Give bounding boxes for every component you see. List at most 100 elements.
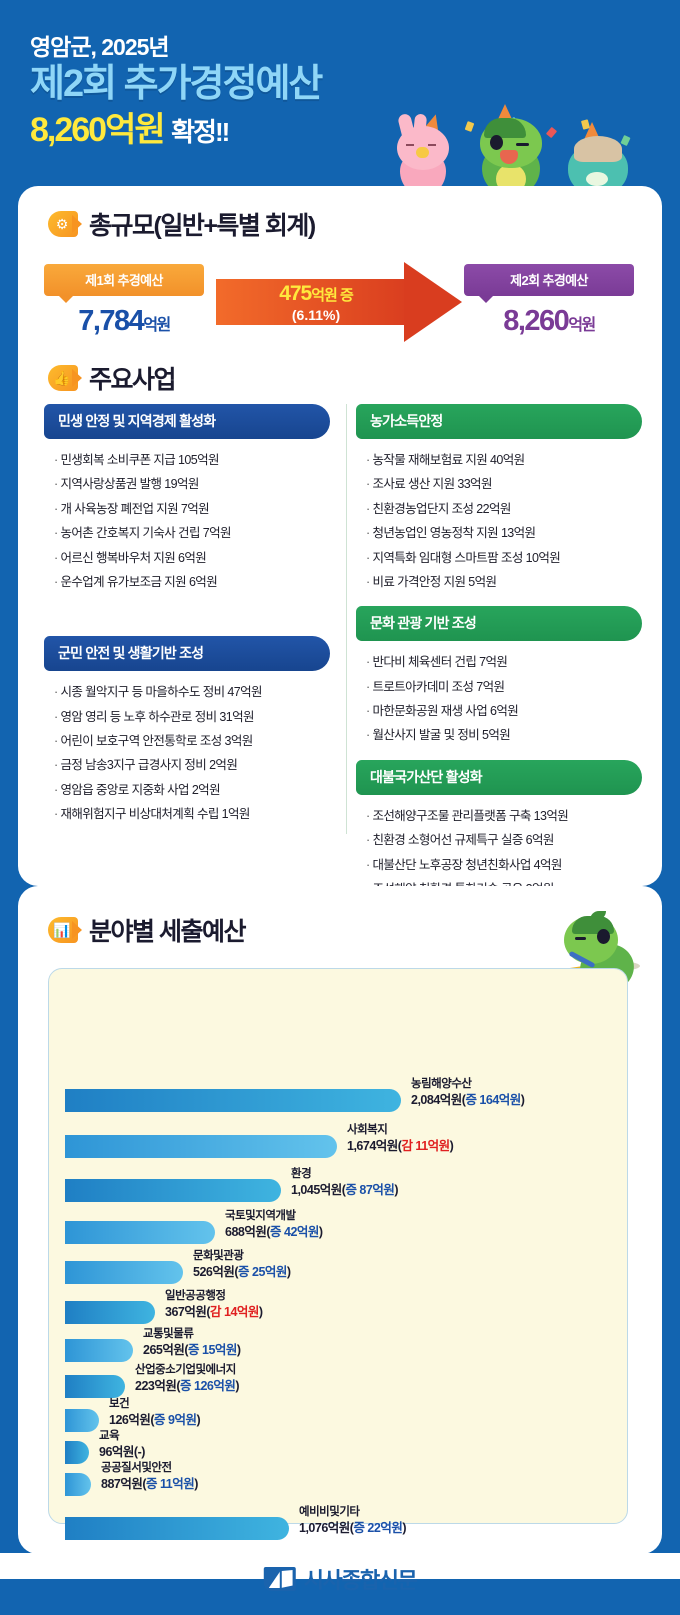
- chart-bar-change: 감 11억원: [401, 1138, 450, 1153]
- project-item: 지역특화 임대형 스마트팜 조성 10억원: [366, 546, 636, 570]
- project-item: 영암 영리 등 노후 하수관로 정비 31억원: [54, 705, 324, 729]
- chart-bar-category: 공공질서및안전: [101, 1462, 172, 1474]
- expenditure-title: 분야별 세출예산: [89, 918, 246, 946]
- project-item: 어르신 행복바우처 지원 6억원: [54, 546, 324, 570]
- chart-bar-label: 예비비및기타 1,076억원(증 22억원): [299, 1505, 407, 1537]
- chart-bar-value: 126억원(증 9억원): [109, 1412, 201, 1427]
- publisher-name: 시사종합신문: [303, 1568, 418, 1593]
- chart-bar-category: 일반공공행정: [165, 1290, 226, 1302]
- book-icon: [263, 1565, 298, 1593]
- hero-amount-line: 8,260억원 확정!!: [30, 110, 321, 151]
- bar-list: 농림해양수산 2,084억원(증 164억원) 사회복지 1,674억원(감 11억원…: [49, 969, 629, 1540]
- column-divider: [346, 404, 347, 834]
- increase-text: 475억원 증 (6.11%): [226, 282, 406, 323]
- expenditure-heading: 📊 분야별 세출예산: [48, 912, 246, 948]
- chart-bar-category: 환경: [291, 1168, 312, 1180]
- gear-icon: ⚙: [48, 209, 82, 239]
- project-item: 민생회복 소비쿠폰 지급 105억원: [54, 448, 324, 472]
- chart-bar-value: 367억원(감 14억원): [165, 1304, 263, 1319]
- arrow-body: [216, 279, 412, 325]
- thumbs-up-icon: 👍: [48, 363, 82, 393]
- projects-heading: 👍 주요사업: [48, 360, 177, 396]
- mascot-turtle: [474, 104, 550, 196]
- increase-percent: (6.11%): [291, 307, 341, 323]
- chart-bar-change: 증 42억원: [270, 1224, 319, 1239]
- after-budget-label: 제2회 추경예산: [464, 264, 634, 303]
- project-item: 영암읍 중앙로 지중화 사업 2억원: [54, 778, 324, 802]
- chart-bar-change: 증 15억원: [188, 1342, 237, 1357]
- project-item: 조사료 생산 지원 33억원: [366, 472, 636, 496]
- chart-bar-category: 사회복지: [347, 1124, 388, 1136]
- project-item: 청년농업인 영농정착 지원 13억원: [366, 521, 636, 545]
- chart-bar-category: 산업중소기업및에너지: [135, 1364, 236, 1376]
- hero-title-block: 영암군, 2025년 제2회 추가경정예산 8,260억원 확정!!: [30, 34, 323, 151]
- chart-bar-label: 교통및물류 265억원(증 15억원): [143, 1327, 241, 1359]
- chart-bar-label: 사회복지 1,674억원(감 11억원): [347, 1123, 454, 1155]
- project-item: 금정 남송3지구 급경사지 정비 2억원: [54, 753, 324, 777]
- project-group: 군민 안전 및 생활기반 조성시종 월악지구 등 마을하수도 정비 47억원영암…: [44, 636, 330, 832]
- chart-bar: [65, 1339, 133, 1362]
- chart-bar-category: 교통및물류: [143, 1328, 194, 1340]
- chart-bar: [65, 1135, 337, 1158]
- mascot-bunny: [394, 111, 452, 196]
- chart-bar-change: 증 11억원: [146, 1476, 195, 1491]
- budget-comparison: 제1회 추경예산 7,784억원 475억원 증 (6.11%) 제2회 추경예…: [44, 258, 634, 342]
- project-item: 어린이 보호구역 안전통학로 조성 3억원: [54, 729, 324, 753]
- expenditure-panel: 📊 분야별 세출예산 농림해양수산 2,084억원(증 164억원) 사회복지 1,6…: [18, 886, 662, 1554]
- chart-bar: [65, 1221, 215, 1244]
- chart-bar-category: 문화및관광: [193, 1250, 244, 1262]
- chart-bar: [65, 1473, 91, 1496]
- chart-bar-value: 526억원(증 25억원): [193, 1264, 291, 1279]
- chart-bar-change: 증 126억원: [180, 1378, 236, 1393]
- chart-bar: [65, 1179, 281, 1202]
- chart-bar-label: 환경 1,045억원(증 87억원): [291, 1167, 399, 1199]
- project-item: 트로트아카데미 조성 7억원: [366, 675, 636, 699]
- chart-bar-category: 보건: [109, 1398, 130, 1410]
- page-footer: 시사종합신문: [0, 1553, 680, 1615]
- chart-bar-value: 1,674억원(감 11억원): [347, 1138, 454, 1153]
- chart-bar-label: 문화및관광 526억원(증 25억원): [193, 1249, 291, 1281]
- project-item-list: 민생회복 소비쿠폰 지급 105억원지역사랑상품권 발행 19억원개 사육농장 …: [44, 439, 330, 600]
- chart-bar-change: 증 25억원: [238, 1264, 287, 1279]
- project-group: 농가소득안정농작물 재해보험료 지원 40억원조사료 생산 지원 33억원친환경…: [356, 404, 642, 600]
- project-item: 친환경농업단지 조성 22억원: [366, 497, 636, 521]
- chart-bar-value: 1,045억원(증 87억원): [291, 1182, 399, 1197]
- project-group-header: 대불국가산단 활성화: [356, 759, 642, 795]
- project-item: 마한문화공원 재생 사업 6억원: [366, 699, 636, 723]
- chart-bar: [65, 1301, 155, 1324]
- chart-bar: [65, 1261, 183, 1284]
- chart-bar-label: 교육 96억원(-): [99, 1429, 145, 1461]
- project-item-list: 농작물 재해보험료 지원 40억원조사료 생산 지원 33억원친환경농업단지 조…: [356, 439, 642, 600]
- chart-bar-value: 688억원(증 42억원): [225, 1224, 323, 1239]
- after-budget-block: 제2회 추경예산 8,260억원: [464, 264, 634, 338]
- project-item: 월산사지 발굴 및 정비 5억원: [366, 723, 636, 747]
- increase-arrow: 475억원 증 (6.11%): [216, 262, 466, 342]
- mascot-group: [370, 104, 670, 196]
- publisher-logo: 시사종합신문: [263, 1563, 418, 1595]
- project-item: 시종 월악지구 등 마을하수도 정비 47억원: [54, 680, 324, 704]
- projects-title: 주요사업: [89, 366, 177, 394]
- chart-bar-label: 국토및지역개발 688억원(증 42억원): [225, 1209, 323, 1241]
- project-group-header: 민생 안정 및 지역경제 활성화: [44, 404, 330, 439]
- before-budget-block: 제1회 추경예산 7,784억원: [44, 264, 204, 338]
- project-item: 농작물 재해보험료 지원 40억원: [366, 448, 636, 472]
- project-item: 농어촌 간호복지 기숙사 건립 7억원: [54, 521, 324, 545]
- bar-chart-icon: 📊: [48, 915, 82, 945]
- increase-amount: 475억원 증: [279, 282, 354, 305]
- chart-bar: [65, 1441, 89, 1464]
- chart-bar-value: 223억원(증 126억원): [135, 1378, 240, 1393]
- confetti-piece: [464, 121, 475, 132]
- projects-column-right: 농가소득안정농작물 재해보험료 지원 40억원조사료 생산 지원 33억원친환경…: [356, 404, 642, 913]
- project-item: 재해위험지구 비상대처계획 수립 1억원: [54, 802, 324, 826]
- chart-bar-label: 공공질서및안전 887억원(증 11억원): [101, 1461, 198, 1493]
- chart-bar-change: 증 87억원: [345, 1182, 395, 1197]
- footer-white-band: [0, 1553, 680, 1579]
- before-budget-amount: 7,784억원: [78, 305, 171, 337]
- project-item-list: 시종 월악지구 등 마을하수도 정비 47억원영암 영리 등 노후 하수관로 정…: [44, 671, 330, 832]
- chart-bar-value: 2,084억원(증 164억원): [411, 1092, 525, 1107]
- mascot-trumpeter: [520, 906, 640, 999]
- project-group-header: 농가소득안정: [356, 404, 642, 439]
- chart-bar-value: 1,076억원(증 22억원): [299, 1520, 407, 1535]
- chart-bar-category: 예비비및기타: [299, 1506, 360, 1518]
- hero-amount: 8,260억원: [30, 111, 166, 150]
